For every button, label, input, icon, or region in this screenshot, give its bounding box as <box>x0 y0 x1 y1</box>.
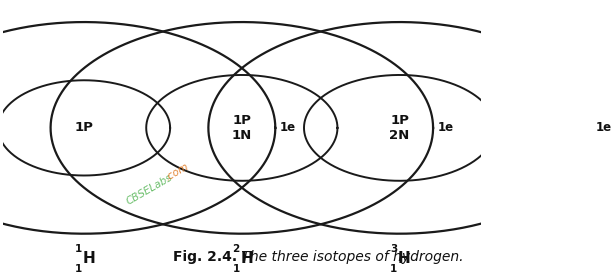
Text: H: H <box>240 252 253 267</box>
Text: 1: 1 <box>75 264 82 274</box>
Text: 2: 2 <box>233 244 239 254</box>
Text: Fig. 2.4.: Fig. 2.4. <box>173 250 237 264</box>
Text: 1P
1N: 1P 1N <box>231 114 252 142</box>
Text: 1e: 1e <box>438 121 454 134</box>
Text: 1P
2N: 1P 2N <box>389 114 410 142</box>
Text: H: H <box>82 252 95 267</box>
Text: CBSELabs: CBSELabs <box>125 172 174 206</box>
Text: 3: 3 <box>391 244 397 254</box>
Text: 1P: 1P <box>75 121 93 134</box>
Text: The three isotopes of hydrogen.: The three isotopes of hydrogen. <box>237 250 464 264</box>
Text: 1: 1 <box>391 264 397 274</box>
Text: 1: 1 <box>75 244 82 254</box>
Text: 1e: 1e <box>596 121 612 134</box>
Text: .com: .com <box>163 161 190 182</box>
Text: 1e: 1e <box>280 121 296 134</box>
Text: H: H <box>398 252 411 267</box>
Text: 1: 1 <box>233 264 239 274</box>
